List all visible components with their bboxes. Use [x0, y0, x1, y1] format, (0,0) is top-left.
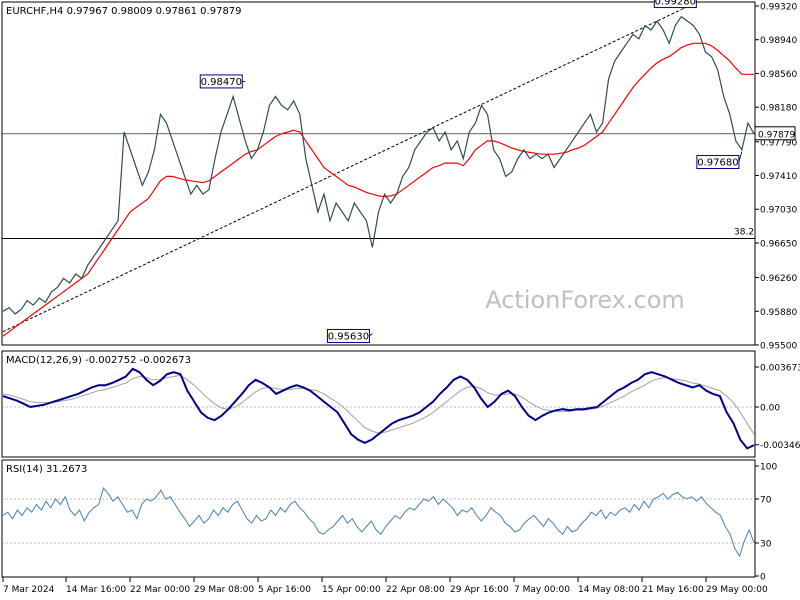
rsi-pane-frame [1, 459, 756, 578]
price-horizontal-lines: 38.2 0.97879 [2, 126, 796, 240]
annotation-box [326, 328, 370, 343]
price-y-tick-label: 0.98560 [760, 70, 797, 80]
price-pane-frame [1, 1, 756, 346]
fib-382-label: 38.2 [734, 228, 754, 238]
x-tick-label: 15 Apr 00:00 [322, 585, 381, 595]
annotation-label: 0.97680 [697, 158, 738, 169]
macd-signal-line [2, 374, 755, 435]
price-y-tick-label: 0.97790 [760, 138, 797, 148]
price-header: EURCHF,H4 0.97967 0.98009 0.97861 0.9787… [6, 6, 242, 17]
price-y-tick-label: 0.96260 [760, 274, 797, 284]
annotation-box [653, 0, 697, 9]
rsi-y-axis: 100 70 30 0 [2, 463, 777, 583]
annotation-box [696, 155, 740, 170]
macd-header: MACD(12,26,9) -0.002752 -0.002673 [6, 355, 191, 366]
price-y-tick-label: 0.95500 [760, 342, 797, 352]
x-tick-label: 29 Mar 08:00 [194, 585, 254, 595]
rsi-y-tick-label: 0 [760, 573, 766, 583]
macd-pane-frame [1, 350, 756, 458]
macd-y-tick-label: 0.003673 [760, 364, 800, 374]
rsi-pane: 100 70 30 0 RSI(14) 31.2673 [1, 459, 777, 583]
rsi-y-tick-label: 70 [760, 496, 772, 506]
current-price-label: 0.97879 [758, 130, 795, 140]
x-tick-label: 14 Mar 16:00 [66, 585, 126, 595]
x-tick-label: 7 Mar 2024 [3, 585, 55, 595]
price-y-tick-label: 0.98940 [760, 36, 797, 46]
rsi-y-tick-label: 100 [760, 463, 777, 473]
x-tick-label: 14 May 08:00 [578, 585, 640, 595]
current-price-box [754, 126, 796, 141]
price-y-tick-label: 0.99320 [760, 3, 797, 13]
price-y-tick-label: 0.96650 [760, 239, 797, 249]
x-tick-label: 29 May 00:00 [706, 585, 768, 595]
macd-y-axis: 0.003673 0.00 -0.003464 [2, 364, 800, 451]
rsi-line [2, 486, 755, 558]
annotation-label: 0.99280 [655, 0, 696, 8]
price-y-tick-label: 0.95880 [760, 308, 797, 318]
x-tick-label: 29 Apr 16:00 [450, 585, 509, 595]
x-tick-label: 22 Mar 00:00 [130, 585, 190, 595]
annotation-label: 0.95630 [328, 331, 369, 342]
price-annotations: 0.98470 0.95630 0.99280 0.97680 [199, 0, 743, 343]
macd-y-tick-label: -0.003464 [760, 441, 800, 451]
time-x-axis: 7 Mar 2024 14 Mar 16:00 22 Mar 00:00 29 Mar… [2, 577, 768, 595]
price-y-tick-label: 0.98180 [760, 104, 797, 114]
x-tick-label: 7 May 00:00 [514, 585, 570, 595]
annotation-box [199, 74, 243, 89]
trendline [2, 9, 682, 333]
macd-line [2, 367, 755, 450]
price-y-axis: 0.99320 0.98940 0.98560 0.98180 0.97790 0.974… [755, 3, 797, 352]
moving-average-line [2, 42, 754, 337]
macd-pane: 0.003673 0.00 -0.003464 MACD(12,26,9) -0.0… [1, 350, 800, 458]
macd-y-tick-label: 0.00 [760, 404, 780, 414]
price-y-tick-label: 0.97030 [760, 206, 797, 216]
price-y-tick-label: 0.97410 [760, 172, 797, 182]
watermark: ActionForex.com [485, 286, 685, 314]
x-tick-label: 21 May 16:00 [642, 585, 704, 595]
annotation-label: 0.98470 [201, 77, 242, 88]
x-tick-label: 5 Apr 16:00 [258, 585, 311, 595]
x-tick-label: 22 Apr 08:00 [386, 585, 445, 595]
price-pane: 0.99320 0.98940 0.98560 0.98180 0.97790 0.974… [1, 0, 797, 352]
rsi-header: RSI(14) 31.2673 [6, 464, 87, 475]
rsi-y-tick-label: 30 [760, 540, 772, 550]
price-line [2, 15, 755, 315]
